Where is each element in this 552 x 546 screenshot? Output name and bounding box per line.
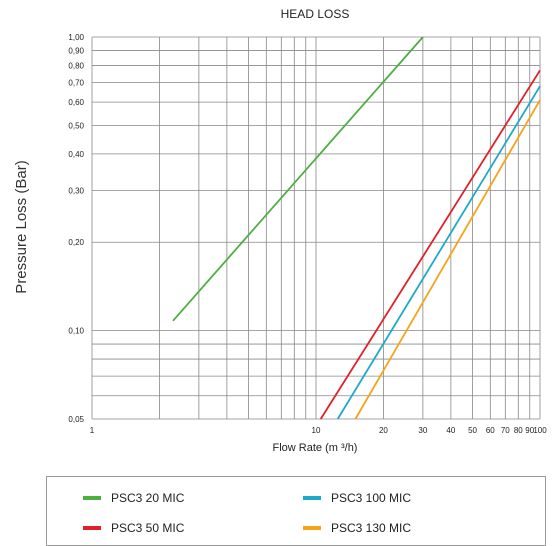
x-tick-label: 1 [90, 426, 95, 435]
series-line-3 [336, 85, 541, 420]
legend-swatch-series-1 [83, 496, 101, 500]
y-tick-label: 0,20 [68, 238, 84, 247]
legend-swatch-series-4 [303, 526, 321, 530]
y-tick-label: 0,10 [68, 327, 84, 336]
x-tick-label: 60 [486, 426, 495, 435]
x-tick-label: 10 [312, 426, 321, 435]
y-tick-label: 0,30 [68, 187, 84, 196]
y-tick-label: 0,80 [68, 61, 84, 70]
series-lines [172, 36, 541, 420]
y-tick-label: 0,70 [68, 78, 84, 87]
y-tick-label: 0,05 [68, 415, 84, 424]
x-tick-label: 20 [379, 426, 388, 435]
legend-item-series-3: PSC3 100 MIC [303, 491, 411, 505]
grid [91, 36, 541, 420]
x-tick-label: 40 [446, 426, 455, 435]
legend-swatch-series-3 [303, 496, 321, 500]
legend-item-series-2: PSC3 50 MIC [83, 521, 184, 535]
x-axis-label: Flow Rate (m ³/h) [273, 442, 358, 454]
y-tick-label: 0,90 [68, 46, 84, 55]
y-tick-label: 0,40 [68, 150, 84, 159]
y-tick-labels: 1,00 0,90 0,80 0,70 0,60 0,50 0,40 0,30 0,20 0,10… [68, 33, 84, 424]
legend-label-series-3: PSC3 100 MIC [331, 491, 412, 505]
chart-title: HEAD LOSS [281, 7, 350, 21]
x-tick-label: 90 [525, 426, 534, 435]
y-axis-label: Pressure Loss (Bar) [13, 160, 30, 293]
series-line-4 [354, 99, 541, 420]
legend-swatch-series-2 [83, 526, 101, 530]
y-tick-label: 1,00 [68, 33, 84, 42]
legend-label-series-1: PSC3 20 MIC [111, 491, 185, 505]
x-tick-label: 100 [533, 426, 547, 435]
x-tick-label: 70 [501, 426, 510, 435]
series-line-2 [319, 69, 541, 420]
series-line-1 [172, 36, 424, 322]
legend: PSC3 20 MIC PSC3 50 MIC PSC3 100 MIC PSC… [46, 476, 546, 546]
y-tick-label: 0,60 [68, 98, 84, 107]
legend-label-series-4: PSC3 130 MIC [331, 521, 412, 535]
legend-item-series-4: PSC3 130 MIC [303, 521, 411, 535]
y-tick-label: 0,50 [68, 121, 84, 130]
legend-label-series-2: PSC3 50 MIC [111, 521, 185, 535]
legend-item-series-1: PSC3 20 MIC [83, 491, 184, 505]
x-tick-label: 50 [468, 426, 477, 435]
x-tick-labels: 1 10 20 30 40 50 60 70 80 90 100 [90, 426, 547, 435]
x-tick-label: 30 [418, 426, 427, 435]
x-tick-label: 80 [514, 426, 523, 435]
